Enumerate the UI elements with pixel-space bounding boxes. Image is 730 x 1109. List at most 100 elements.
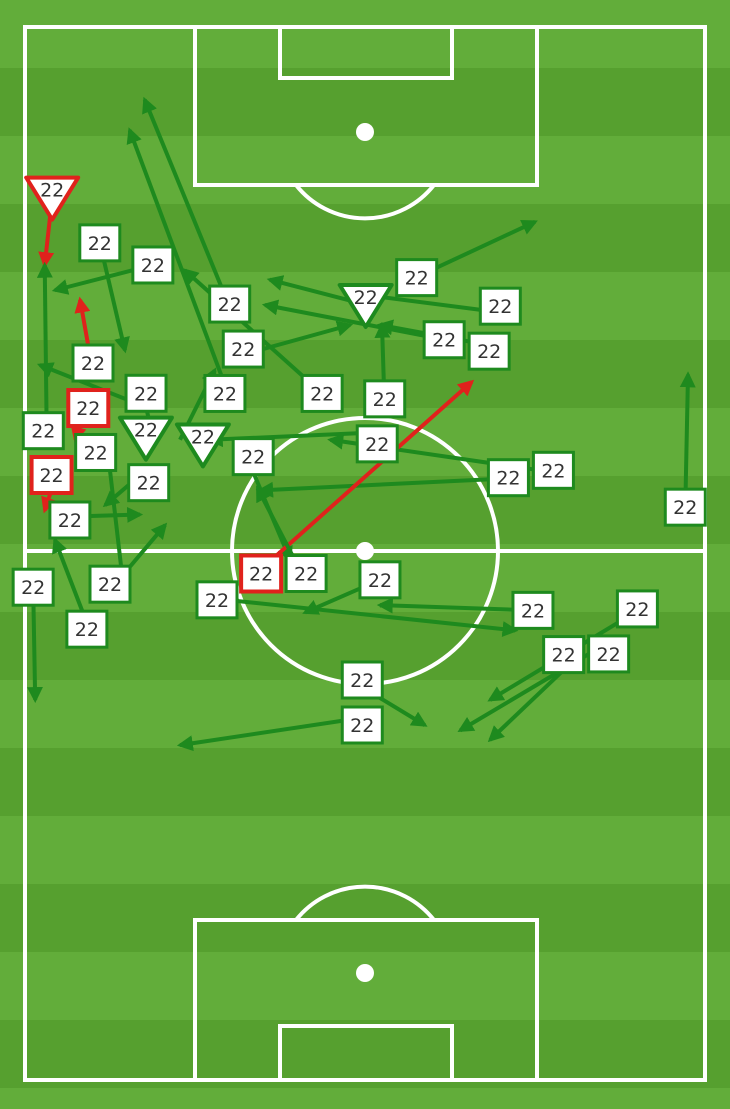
player-number: 22 <box>191 426 215 448</box>
pass-marker[interactable]: 22 <box>663 487 707 527</box>
pass-marker[interactable]: 22 <box>337 282 394 329</box>
pass-marker[interactable]: 22 <box>66 388 111 429</box>
player-number: 22 <box>39 465 63 487</box>
pass-marker[interactable]: 22 <box>48 500 92 540</box>
square-marker-icon <box>203 373 247 413</box>
square-marker-icon <box>124 373 168 413</box>
pass-arrow <box>254 379 475 576</box>
pass-marker[interactable]: 22 <box>124 373 168 413</box>
pass-marker[interactable]: 22 <box>231 437 275 477</box>
player-number: 22 <box>294 564 318 586</box>
square-marker-icon <box>395 258 439 298</box>
pass-marker[interactable]: 22 <box>208 284 252 324</box>
triangle-marker-icon <box>337 282 394 329</box>
square-marker-icon <box>11 567 55 607</box>
player-number: 22 <box>488 296 512 318</box>
pass-arrow <box>176 715 363 752</box>
square-marker-icon <box>127 463 171 503</box>
pass-marker[interactable]: 22 <box>355 424 399 464</box>
pass-marker[interactable]: 22 <box>88 564 132 604</box>
pass-marker[interactable]: 22 <box>340 660 384 700</box>
pass-marker[interactable]: 22 <box>65 609 109 649</box>
square-marker-icon <box>71 343 115 383</box>
pass-marker[interactable]: 22 <box>422 320 466 360</box>
pass-marker[interactable]: 22 <box>340 705 384 745</box>
triangle-marker-icon <box>174 422 231 469</box>
pass-marker[interactable]: 22 <box>21 411 65 451</box>
triangle-marker-icon <box>24 175 81 222</box>
square-marker-icon <box>300 373 344 413</box>
square-marker-icon <box>88 564 132 604</box>
pass-arrow <box>36 261 53 436</box>
top-penalty-arc <box>294 183 436 221</box>
player-number: 22 <box>541 460 565 482</box>
pitch-stripe <box>0 816 730 884</box>
bottom-six-yard-box <box>278 1024 454 1082</box>
pass-marker[interactable]: 22 <box>127 463 171 503</box>
square-marker-icon <box>131 245 175 285</box>
pass-marker[interactable]: 22 <box>174 422 231 469</box>
pass-marker[interactable]: 22 <box>11 567 55 607</box>
pass-marker[interactable]: 22 <box>615 589 659 629</box>
player-number: 22 <box>552 645 576 667</box>
pass-marker[interactable]: 22 <box>239 553 284 594</box>
pass-arrow <box>261 299 446 342</box>
player-number: 22 <box>213 383 237 405</box>
player-number: 22 <box>496 468 520 490</box>
pitch-stripe <box>0 1020 730 1088</box>
pass-marker[interactable]: 22 <box>395 258 439 298</box>
player-number: 22 <box>205 590 229 612</box>
pass-marker[interactable]: 22 <box>542 635 586 675</box>
pass-marker[interactable]: 22 <box>24 175 81 222</box>
square-marker-icon <box>422 320 466 360</box>
pass-marker[interactable]: 22 <box>203 373 247 413</box>
pass-marker[interactable]: 22 <box>358 560 402 600</box>
pass-arrow <box>376 597 534 614</box>
pass-marker[interactable]: 22 <box>284 554 328 594</box>
square-marker-icon <box>467 331 511 371</box>
player-number: 22 <box>249 564 273 586</box>
pass-marker[interactable]: 22 <box>117 415 174 462</box>
player-number: 22 <box>673 497 697 519</box>
square-marker-icon <box>355 424 399 464</box>
player-number: 22 <box>310 383 334 405</box>
player-number: 22 <box>134 420 158 442</box>
pass-marker[interactable]: 22 <box>74 432 118 472</box>
pass-marker[interactable]: 22 <box>221 329 265 369</box>
pass-arrow <box>226 597 519 637</box>
square-marker-icon <box>587 634 631 674</box>
player-number: 22 <box>625 599 649 621</box>
pass-marker[interactable]: 22 <box>531 450 575 490</box>
pass-marker[interactable]: 22 <box>29 455 74 496</box>
pass-marker[interactable]: 22 <box>195 580 239 620</box>
pass-markers: 22 22 22 22 22 22 22 22 22 22 22 22 22 22 22 22 22 22 22 22… <box>11 175 707 745</box>
player-number: 22 <box>134 383 158 405</box>
player-number: 22 <box>81 353 105 375</box>
pass-marker[interactable]: 22 <box>131 245 175 285</box>
pass-arrow <box>126 127 227 386</box>
pass-marker[interactable]: 22 <box>486 458 530 498</box>
pass-marker[interactable]: 22 <box>587 634 631 674</box>
top-six-yard-box <box>278 25 454 80</box>
pass-marker[interactable]: 22 <box>363 379 407 419</box>
pass-marker[interactable]: 22 <box>467 331 511 371</box>
square-marker-icon <box>340 705 384 745</box>
square-marker-icon <box>531 450 575 490</box>
square-marker-icon <box>231 437 275 477</box>
player-number: 22 <box>137 473 161 495</box>
pass-marker[interactable]: 22 <box>511 590 555 630</box>
square-marker-icon <box>29 455 74 496</box>
pass-arrows <box>26 96 696 752</box>
player-number: 22 <box>76 398 100 420</box>
square-marker-icon <box>195 580 239 620</box>
pass-arrow <box>142 96 232 308</box>
pitch-markings <box>23 25 707 1082</box>
pass-marker[interactable]: 22 <box>300 373 344 413</box>
pass-arrow <box>679 371 696 508</box>
pass-marker[interactable]: 22 <box>71 343 115 383</box>
player-number: 22 <box>218 294 242 316</box>
player-number: 22 <box>477 341 501 363</box>
pass-marker[interactable]: 22 <box>78 223 122 263</box>
pass-marker[interactable]: 22 <box>478 286 522 326</box>
